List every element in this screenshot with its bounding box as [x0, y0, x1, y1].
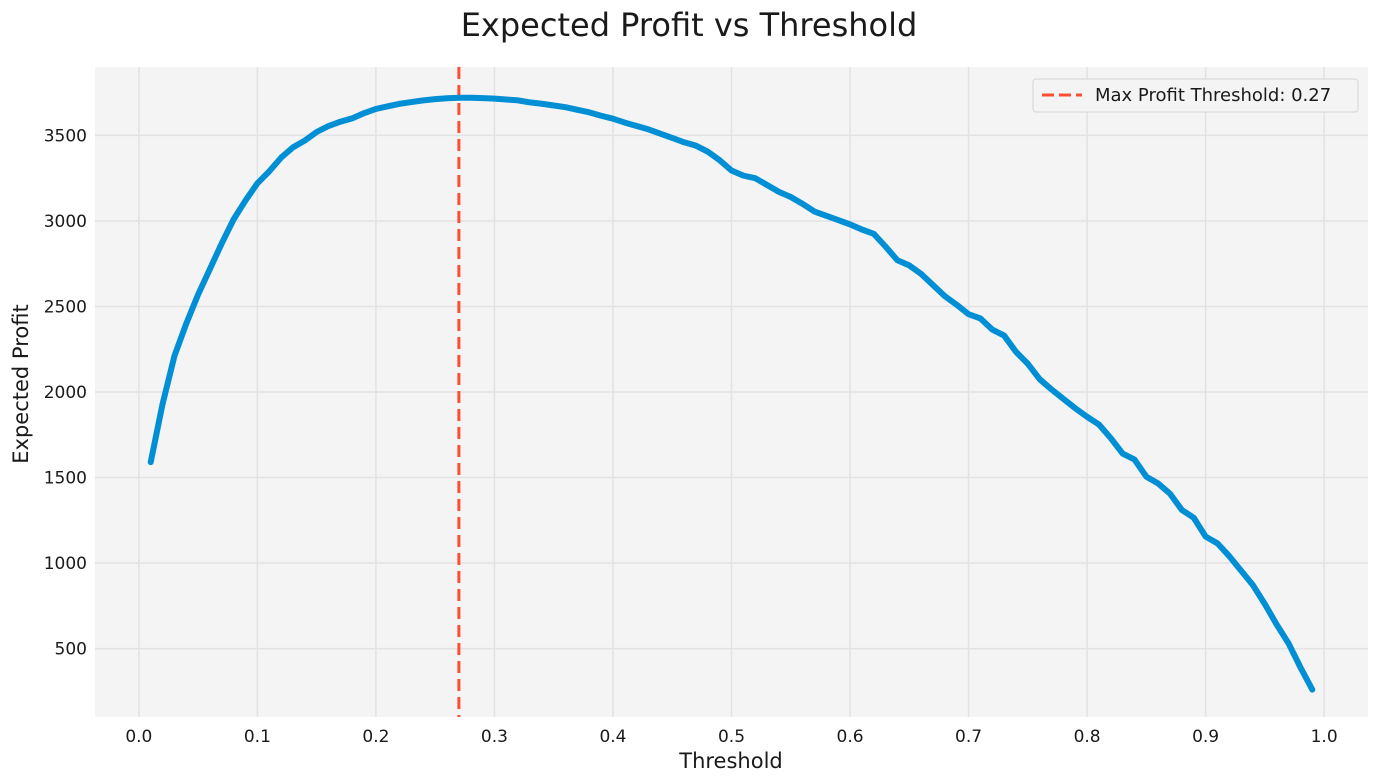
- x-tick-label: 0.2: [362, 727, 389, 747]
- x-axis-label: Threshold: [678, 749, 783, 773]
- chart-title: Expected Profit vs Threshold: [461, 6, 918, 44]
- y-tick-label: 3000: [44, 212, 87, 232]
- x-axis-ticks: 0.0 0.1 0.2 0.3 0.4 0.5 0.6 0.7 0.8 0.9 1.0: [125, 727, 1337, 747]
- legend: Max Profit Threshold: 0.27: [1032, 78, 1359, 113]
- x-tick-label: 0.6: [837, 727, 864, 747]
- legend-threshold-label: Max Profit Threshold: 0.27: [1095, 85, 1331, 106]
- legend-box: [1032, 78, 1359, 113]
- y-tick-label: 1500: [44, 469, 87, 489]
- expected-profit-series-line: [147, 94, 1316, 693]
- x-tick-label: 0.4: [599, 727, 626, 747]
- x-tick-label: 0.7: [955, 727, 982, 747]
- y-tick-label: 2500: [44, 297, 87, 317]
- x-tick-label: 0.9: [1192, 727, 1219, 747]
- y-tick-label: 1000: [44, 554, 87, 574]
- x-tick-label: 0.0: [125, 727, 152, 747]
- x-tick-label: 1.0: [1311, 727, 1338, 747]
- grid-lines: [95, 67, 1368, 717]
- x-tick-label: 0.3: [481, 727, 508, 747]
- y-tick-label: 500: [55, 640, 87, 660]
- x-tick-label: 0.1: [244, 727, 271, 747]
- x-tick-label: 0.5: [718, 727, 745, 747]
- y-tick-label: 2000: [44, 383, 87, 403]
- y-tick-label: 3500: [44, 126, 87, 146]
- y-axis-ticks: 500 1000 1500 2000 2500 3000 3500: [44, 126, 87, 659]
- x-tick-label: 0.8: [1074, 727, 1101, 747]
- y-axis-label: Expected Profit: [9, 304, 33, 463]
